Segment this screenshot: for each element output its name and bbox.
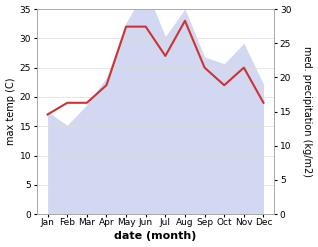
X-axis label: date (month): date (month) — [114, 231, 197, 242]
Y-axis label: med. precipitation (kg/m2): med. precipitation (kg/m2) — [302, 46, 313, 177]
Y-axis label: max temp (C): max temp (C) — [5, 78, 16, 145]
